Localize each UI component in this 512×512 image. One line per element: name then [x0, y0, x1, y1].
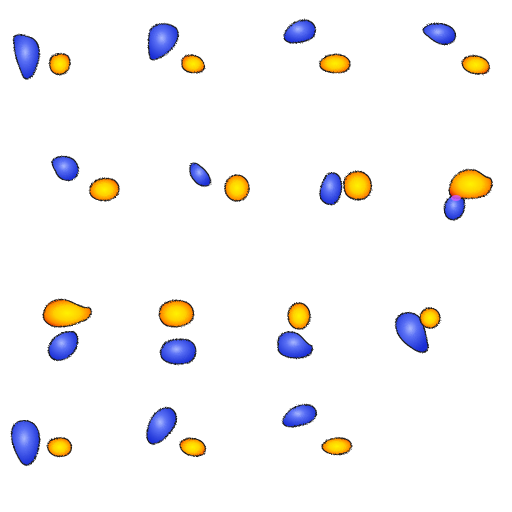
blue-blob: [13, 34, 40, 80]
warm-blob: [179, 437, 206, 457]
frame-11: [277, 302, 313, 359]
warm-blob: [448, 169, 493, 200]
warm-blob: [42, 298, 92, 328]
overlap-region: [451, 195, 461, 201]
frame-8: [443, 169, 493, 221]
blue-blob: [283, 19, 316, 44]
frame-3: [283, 19, 351, 74]
frame-5: [51, 155, 120, 202]
frame-10: [158, 299, 197, 365]
blue-blob: [10, 420, 41, 466]
frame-4: [422, 22, 490, 75]
frame-15: [282, 404, 352, 456]
blue-blob: [159, 338, 197, 365]
blue-blob: [282, 404, 317, 428]
warm-blob: [287, 302, 311, 330]
blue-blob: [189, 162, 211, 187]
frame-9: [42, 298, 92, 361]
blue-blob: [51, 155, 79, 182]
frame-14: [146, 407, 206, 457]
blue-blob: [422, 22, 457, 45]
blue-blob: [277, 331, 313, 359]
frame-13: [10, 420, 73, 466]
blue-blob: [319, 172, 343, 206]
frame-1: [13, 34, 71, 80]
warm-blob: [158, 299, 195, 328]
warm-blob: [181, 54, 206, 74]
blue-blob: [47, 331, 79, 361]
frame-2: [147, 23, 206, 74]
warm-blob: [419, 307, 441, 329]
blue-blob: [146, 407, 177, 445]
warm-blob: [461, 55, 490, 75]
warm-blob: [321, 437, 352, 456]
frame-7: [319, 170, 372, 206]
warm-blob: [343, 170, 372, 201]
warm-blob: [319, 53, 351, 74]
blue-blob: [395, 312, 429, 353]
blue-blob: [147, 23, 179, 61]
warm-blob: [47, 437, 73, 457]
frame-6: [189, 162, 250, 202]
warm-blob: [89, 177, 120, 202]
warm-blob: [49, 53, 71, 75]
warm-blob: [224, 174, 250, 202]
frame-12: [395, 307, 441, 353]
